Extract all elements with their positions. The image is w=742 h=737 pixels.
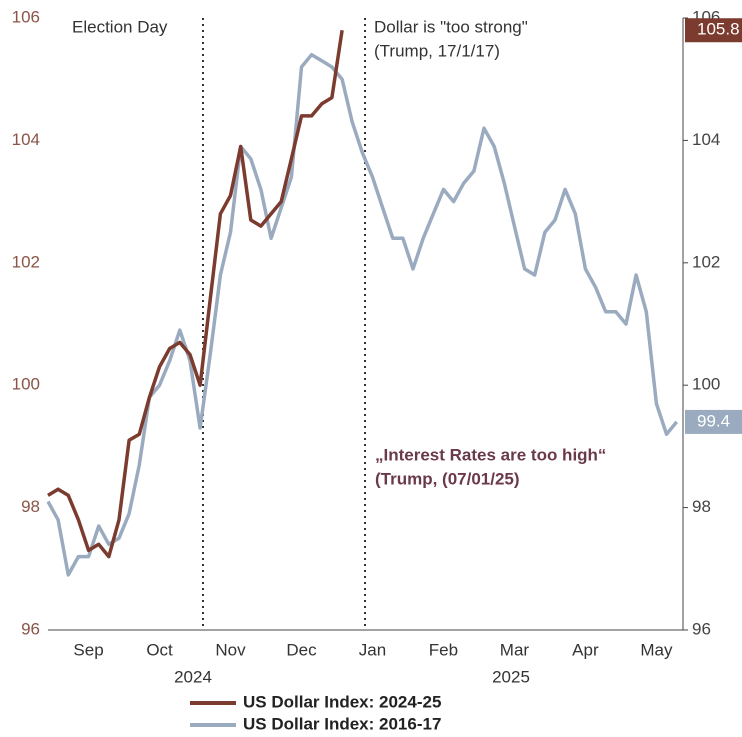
legend-label: US Dollar Index: 2016-17 bbox=[243, 714, 441, 733]
end-value-label: 105.8 bbox=[697, 20, 740, 39]
y-tick-label: 102 bbox=[12, 252, 40, 271]
x-tick-label: Apr bbox=[572, 640, 599, 659]
y2-tick-label: 98 bbox=[692, 497, 711, 516]
y-tick-label: 104 bbox=[12, 130, 40, 149]
year-label: 2024 bbox=[174, 667, 212, 686]
y2-tick-label: 104 bbox=[692, 130, 720, 149]
x-tick-label: Oct bbox=[146, 640, 173, 659]
x-tick-label: Nov bbox=[215, 640, 246, 659]
x-tick-label: Mar bbox=[500, 640, 530, 659]
series-line bbox=[46, 52, 679, 577]
y-tick-label: 100 bbox=[12, 375, 40, 394]
y2-tick-label: 100 bbox=[692, 375, 720, 394]
y2-tick-label: 102 bbox=[692, 252, 720, 271]
end-value-label: 99.4 bbox=[697, 411, 730, 430]
y-tick-label: 106 bbox=[12, 7, 40, 26]
x-tick-label: May bbox=[640, 640, 673, 659]
annotation: Dollar is "too strong" bbox=[374, 17, 528, 36]
year-label: 2025 bbox=[492, 667, 530, 686]
annotation: Election Day bbox=[72, 17, 168, 36]
annotation: (Trump, 17/1/17) bbox=[374, 41, 500, 60]
y-tick-label: 98 bbox=[21, 497, 40, 516]
annotation: „Interest Rates are too high“ bbox=[375, 445, 606, 464]
legend-label: US Dollar Index: 2024-25 bbox=[243, 692, 441, 711]
end-value-box bbox=[685, 18, 742, 43]
x-tick-label: Dec bbox=[286, 640, 317, 659]
x-tick-label: Sep bbox=[73, 640, 103, 659]
x-tick-label: Jan bbox=[359, 640, 386, 659]
series-line bbox=[47, 29, 344, 559]
y2-tick-label: 96 bbox=[692, 619, 711, 638]
end-value-box bbox=[685, 409, 742, 434]
y-tick-label: 96 bbox=[21, 619, 40, 638]
annotation: (Trump, (07/01/25) bbox=[375, 469, 520, 488]
x-tick-label: Feb bbox=[429, 640, 458, 659]
